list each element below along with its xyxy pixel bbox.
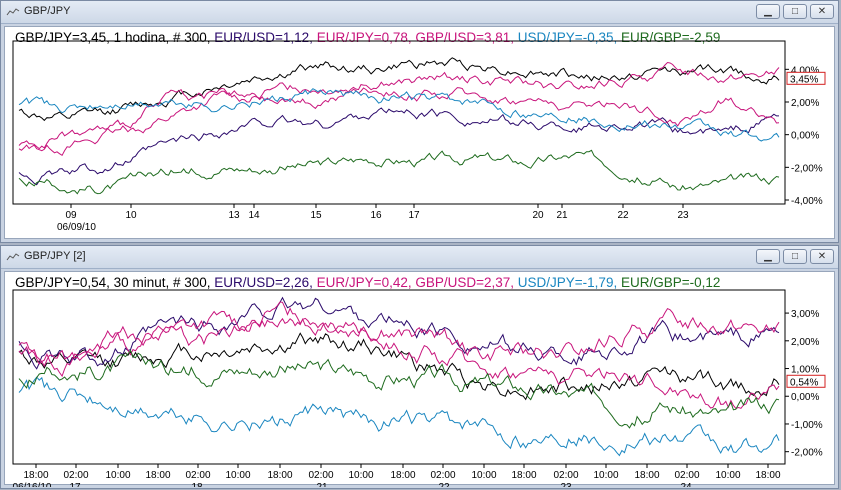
plot-frame [12, 40, 786, 205]
window-title: GBP/JPY [24, 5, 71, 17]
date-label: 06/09/10 [57, 222, 96, 233]
current-value-label: 0,54% [790, 377, 818, 388]
x-tick-label: 10:00 [348, 470, 373, 481]
chart-header: GBP/JPY=0,54, 30 minut, # 300, EUR/USD=2… [15, 275, 720, 290]
y-tick-label: 0,00% [791, 392, 819, 403]
current-value-label: 3,45% [790, 74, 818, 85]
x-tick-label: 02:00 [308, 470, 333, 481]
series-line-usdjpy [18, 376, 780, 457]
y-tick-label: -2,00% [791, 163, 823, 174]
header-eurgbp: EUR/GBP=-0,12 [620, 275, 721, 290]
series-line-eurgbp [18, 149, 780, 195]
x-tick-label: 10 [125, 210, 137, 221]
chart-window-hourly[interactable]: GBP/JPY ▁ □ ✕ GBP/JPY=3,45, 1 hodina, # … [0, 0, 839, 243]
x-tick-label: 21 [556, 210, 568, 221]
day-tick-label: 17 [69, 482, 81, 487]
x-tick-label: 18:00 [267, 470, 292, 481]
y-tick-label: 4,00% [791, 65, 819, 76]
series-line-gbpjpy [18, 57, 780, 122]
header-eurusd: EUR/USD=2,26, [214, 275, 317, 290]
y-tick-label: -1,00% [791, 420, 823, 431]
y-tick-label: 2,00% [791, 337, 819, 348]
minimize-icon: ▁ [764, 251, 772, 262]
minimize-button[interactable]: ▁ [756, 249, 780, 264]
x-tick-label: 18:00 [634, 470, 659, 481]
maximize-icon: □ [791, 251, 799, 262]
series-line-eurjpy [18, 317, 780, 409]
x-tick-label: 02:00 [63, 470, 88, 481]
x-tick-label: 10:00 [715, 470, 740, 481]
title-bar[interactable]: GBP/JPY ▁ □ ✕ [1, 1, 838, 24]
y-tick-label: -2,00% [791, 448, 823, 459]
x-tick-label: 15 [310, 210, 322, 221]
series-line-usdjpy [18, 88, 780, 142]
close-button[interactable]: ✕ [810, 4, 834, 19]
close-icon: ✕ [817, 251, 827, 262]
chart-window-icon [6, 253, 20, 261]
day-tick-label: 22 [438, 482, 450, 487]
minimize-icon: ▁ [764, 6, 772, 17]
day-tick-label: 18 [191, 482, 203, 487]
maximize-button[interactable]: □ [783, 249, 807, 264]
x-tick-label: 17 [408, 210, 420, 221]
chart-window-30min[interactable]: GBP/JPY [2] ▁ □ ✕ GBP/JPY=0,54, 30 minut… [0, 245, 839, 489]
current-value-box [786, 71, 826, 85]
x-tick-label: 10:00 [471, 470, 496, 481]
x-tick-label: 23 [677, 210, 689, 221]
header-eurjpy-gbpusd: EUR/JPY=0,42, GBP/USD=2,37, [316, 275, 518, 290]
header-gbpjpy: GBP/JPY=0,54, 30 minut, # 300, [15, 275, 215, 290]
series-line-eurgbp [18, 349, 780, 429]
x-tick-label: 10:00 [105, 470, 130, 481]
x-tick-label: 10:00 [593, 470, 618, 481]
plot-frame [12, 289, 786, 465]
chart-window-icon [6, 8, 20, 16]
day-tick-label: 24 [680, 482, 692, 487]
y-tick-label: -4,00% [791, 196, 823, 207]
title-bar[interactable]: GBP/JPY [2] ▁ □ ✕ [1, 246, 838, 269]
x-tick-label: 14 [248, 210, 260, 221]
x-tick-label: 13 [228, 210, 240, 221]
x-tick-label: 18:00 [755, 470, 780, 481]
close-button[interactable]: ✕ [810, 249, 834, 264]
line-chart[interactable]: 3,00% 2,00% 1,00% 0,00% -1,00% -2,00% 18:00 02:… [5, 272, 836, 487]
day-tick-label: 23 [560, 482, 572, 487]
current-value-box [786, 374, 826, 388]
series-line-gbpusd [18, 301, 780, 378]
close-icon: ✕ [817, 6, 827, 17]
x-tick-label: 22 [617, 210, 629, 221]
x-tick-label: 20 [532, 210, 544, 221]
y-tick-label: 3,00% [791, 309, 819, 320]
y-tick-label: 1,00% [791, 365, 819, 376]
x-tick-label: 18:00 [23, 470, 48, 481]
x-tick-label: 02:00 [185, 470, 210, 481]
series-line-gbpjpy [18, 332, 780, 401]
maximize-button[interactable]: □ [783, 4, 807, 19]
series-line-gbpusd [18, 61, 780, 157]
x-tick-label: 02:00 [674, 470, 699, 481]
chart-panel[interactable]: GBP/JPY=0,54, 30 minut, # 300, EUR/USD=2… [4, 271, 836, 487]
y-tick-label: 0,00% [791, 131, 819, 142]
x-tick-label: 10:00 [225, 470, 250, 481]
header-usdjpy: USD/JPY=-1,79, [517, 275, 621, 290]
maximize-icon: □ [791, 6, 799, 17]
series-line-eurusd [18, 107, 779, 186]
day-tick-label: 06/16/10 [13, 482, 52, 487]
window-title: GBP/JPY [2] [24, 250, 86, 262]
x-tick-label: 16 [370, 210, 382, 221]
line-chart[interactable]: 4,00% 2,00% 0,00% -2,00% -4,00% 09 10 13 14 15 16 1… [5, 27, 836, 241]
series-line-eurjpy [18, 87, 780, 150]
x-tick-label: 18:00 [511, 470, 536, 481]
x-tick-label: 02:00 [553, 470, 578, 481]
minimize-button[interactable]: ▁ [756, 4, 780, 19]
y-tick-label: 2,00% [791, 98, 819, 109]
x-tick-label: 02:00 [430, 470, 455, 481]
x-tick-label: 18:00 [390, 470, 415, 481]
x-tick-label: 18:00 [145, 470, 170, 481]
chart-panel[interactable]: GBP/JPY=3,45, 1 hodina, # 300, EUR/USD=1… [4, 26, 835, 239]
x-tick-label: 09 [65, 210, 77, 221]
day-tick-label: 21 [316, 482, 328, 487]
series-line-eurusd [18, 296, 780, 370]
